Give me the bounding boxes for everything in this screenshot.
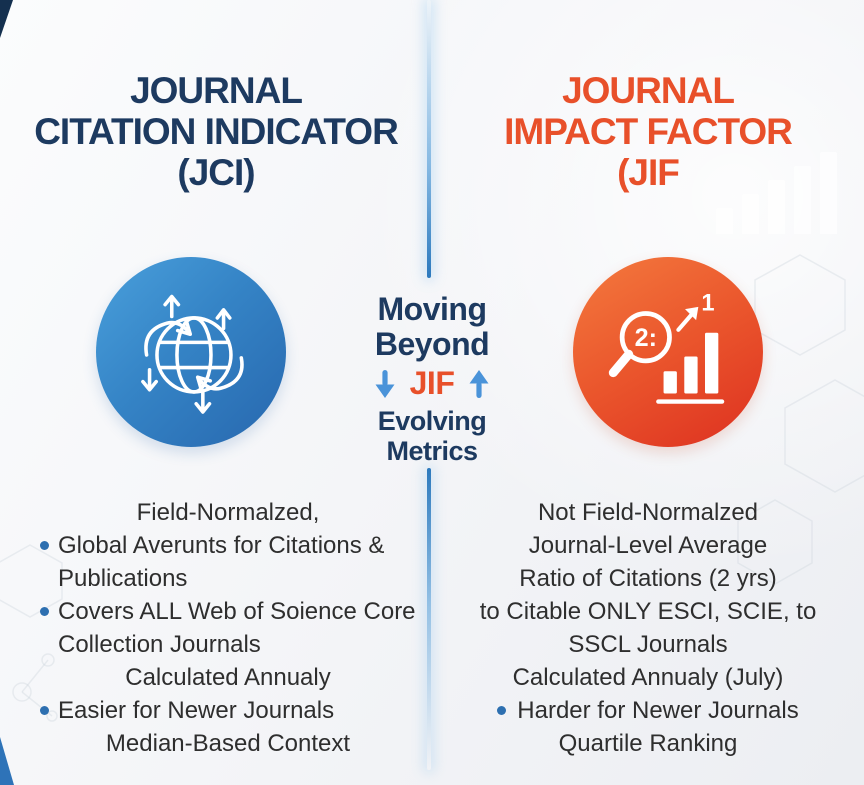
list-item: Harder for Newer Journals [444, 694, 852, 727]
list-item: Easier for Newer Journals [34, 694, 422, 727]
center-heading: Moving Beyond JIF Evolving Metrics [332, 291, 532, 467]
center-divider-bottom [427, 468, 431, 770]
rank-number-label: 1 [701, 291, 714, 317]
list-item: SSCL Journals [568, 631, 728, 658]
list-item: Calculated Annualy (July) [512, 664, 784, 691]
center-divider-top [427, 0, 431, 278]
jci-title-line-3: (JCI) [177, 152, 255, 193]
down-arrow-icon [375, 369, 395, 398]
jif-icon-badge: 2: 1 [573, 257, 763, 447]
list-item: Global Averunts for Citations & Publicat… [34, 529, 422, 595]
corner-accent-top-left [0, 0, 13, 38]
list-item: Ratio of Citations (2 yrs) [519, 565, 777, 592]
list-item: Quartile Ranking [558, 730, 738, 757]
center-heading-line-2: Beyond [374, 326, 490, 362]
jci-title-line-1: JOURNAL [130, 70, 303, 111]
corner-accent-bottom-left [0, 737, 14, 785]
bullet-dot-icon [497, 706, 507, 715]
jif-transition-row: JIF [332, 365, 532, 402]
list-item: to Citable ONLY ESCI, SCIE, to [479, 598, 817, 625]
bullet-dot-icon [40, 541, 49, 550]
bullet-dot-icon [40, 706, 49, 715]
bar-chart-watermark [716, 152, 837, 234]
center-sub-line-1: Evolving [377, 406, 487, 436]
lens-number-label: 2: [635, 324, 657, 352]
jif-highlight-label: JIF [409, 365, 455, 401]
list-item: Field-Normalzed, [136, 499, 320, 526]
bullet-dot-icon [40, 607, 49, 616]
jci-title: JOURNAL CITATION INDICATOR (JCI) [0, 70, 432, 193]
center-heading-line-1: Moving [377, 291, 487, 327]
center-sub-line-2: Metrics [386, 436, 478, 466]
list-item: Not Field-Normalzed [537, 499, 759, 526]
jif-title: JOURNAL IMPACT FACTOR (JIF [432, 70, 864, 193]
list-item: Covers ALL Web of Soience Core Collectio… [34, 595, 422, 661]
jif-title-line-2: IMPACT FACTOR [504, 111, 793, 152]
jif-feature-list: Not Field-Normalzed Journal-Level Averag… [444, 496, 852, 760]
up-arrow-icon [469, 369, 489, 398]
jif-title-line-3: (JIF [617, 152, 680, 193]
jci-title-line-2: CITATION INDICATOR [34, 111, 399, 152]
list-item: Calculated Annualy [125, 664, 331, 691]
jci-feature-list: Field-Normalzed, Global Averunts for Cit… [34, 496, 422, 760]
list-item: Journal-Level Average [528, 532, 768, 559]
list-item: Median-Based Context [105, 730, 351, 757]
jif-title-line-1: JOURNAL [562, 70, 735, 111]
jci-icon-badge [96, 257, 286, 447]
magnifier-ranking-icon: 2: 1 [608, 291, 725, 404]
globe-exchange-arrows-icon [141, 294, 244, 414]
